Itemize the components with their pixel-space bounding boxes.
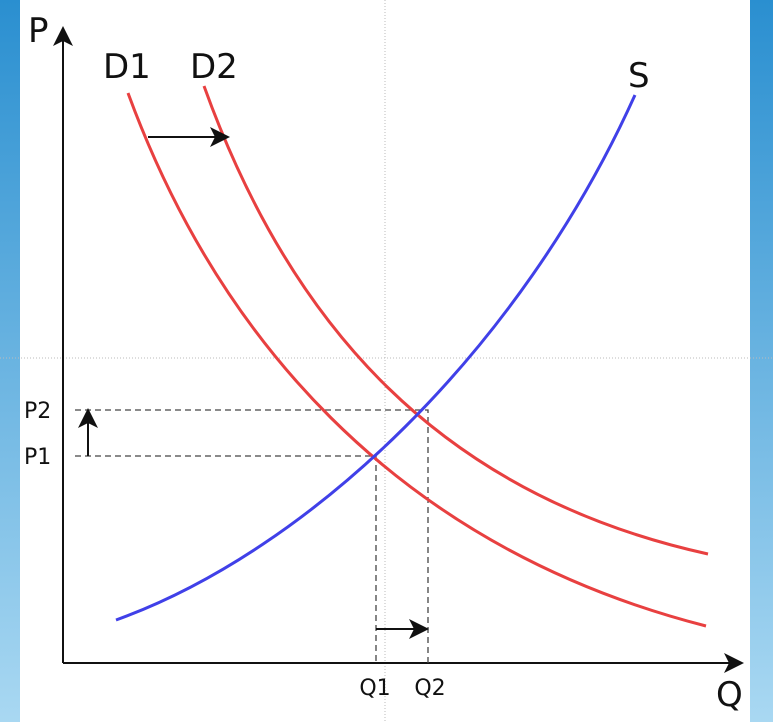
demand-curve-2 xyxy=(202,85,709,556)
curve-label: S xyxy=(628,56,650,96)
curve-label: D1 xyxy=(103,47,151,87)
y-axis-label: P xyxy=(28,11,49,51)
price-label: P1 xyxy=(24,445,51,470)
supply-curve xyxy=(115,94,637,622)
curve-label: D2 xyxy=(190,47,238,87)
p2-q2-guide xyxy=(75,409,429,663)
x-axis-label: Q xyxy=(716,675,743,715)
quantity-label: Q1 xyxy=(359,676,390,701)
price-label: P2 xyxy=(24,399,51,424)
quantity-label: Q2 xyxy=(414,676,445,701)
demand-curve-1 xyxy=(126,92,707,628)
